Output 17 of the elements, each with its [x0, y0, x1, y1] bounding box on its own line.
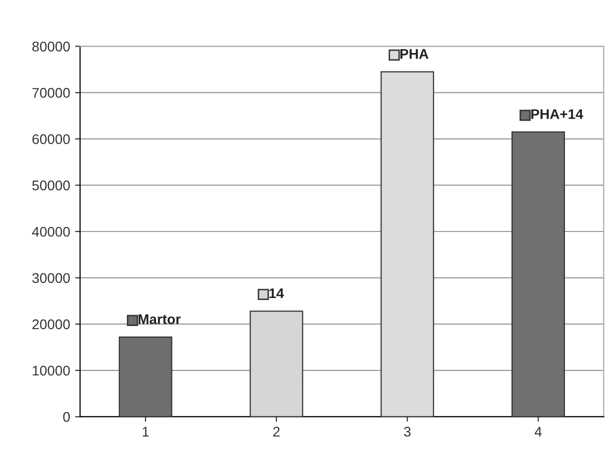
y-tick-label: 30000	[32, 273, 70, 283]
legend-label: 14	[269, 288, 284, 298]
y-tick-label: 70000	[32, 88, 70, 98]
x-tick-label: 4	[534, 426, 542, 436]
x-tick-label: 1	[142, 426, 149, 436]
legend-label: Martor	[138, 314, 181, 324]
x-tick-label: 2	[273, 426, 280, 436]
y-tick-label: 10000	[32, 366, 70, 376]
y-tick-label: 40000	[32, 226, 70, 237]
y-tick-label: 0	[63, 412, 70, 422]
legend-label: PHA+14	[531, 109, 584, 119]
y-tick-label: 20000	[32, 319, 70, 330]
legend-label: PHA	[400, 49, 428, 59]
y-tick-label: 80000	[32, 42, 70, 52]
y-tick-label: 60000	[32, 134, 70, 144]
x-tick-label: 3	[404, 426, 411, 437]
y-tick-label: 50000	[32, 180, 70, 190]
